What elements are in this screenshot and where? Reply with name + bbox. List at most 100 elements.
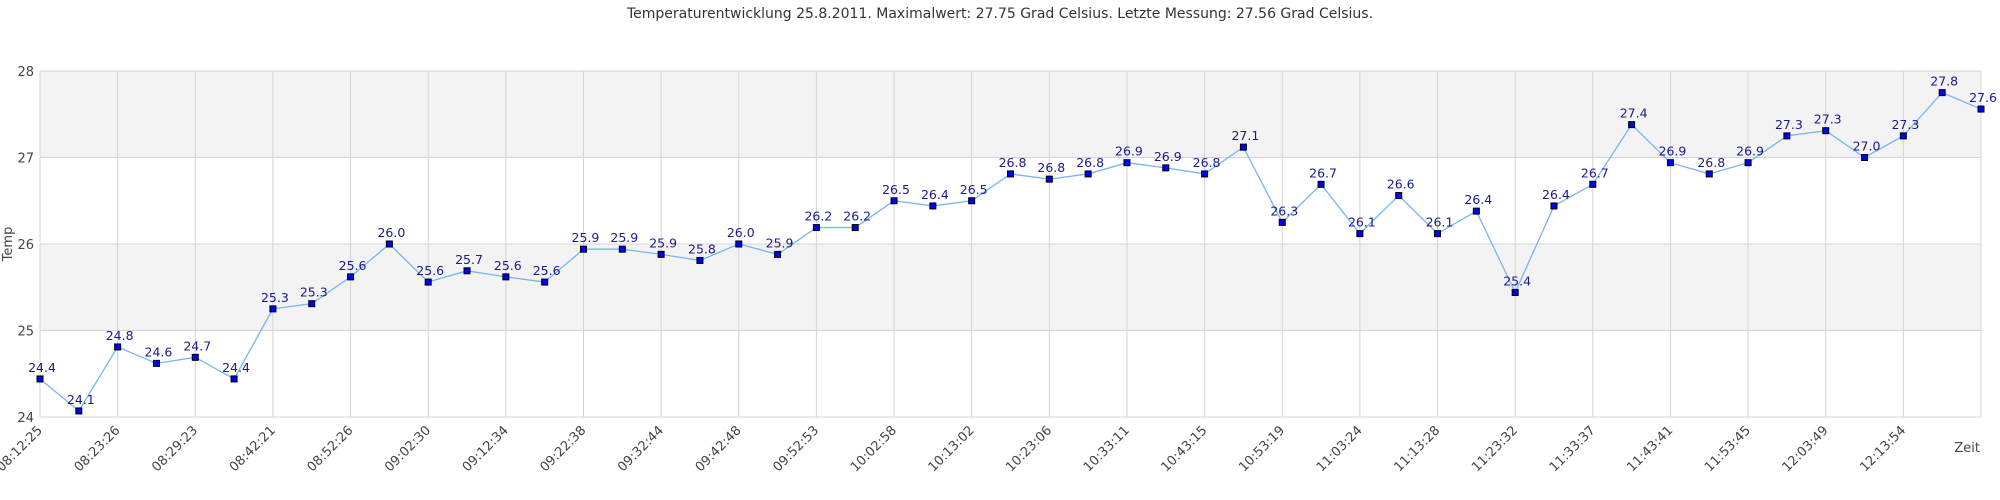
x-tick-label: 11:13:28 bbox=[1391, 423, 1443, 475]
x-tick-label: 09:12:34 bbox=[460, 423, 512, 475]
x-tick-label: 11:03:24 bbox=[1314, 423, 1366, 475]
data-point bbox=[385, 240, 393, 248]
data-point bbox=[1705, 170, 1713, 178]
data-point bbox=[541, 278, 549, 286]
data-point bbox=[890, 197, 898, 205]
data-label: 26.4 bbox=[1542, 187, 1570, 202]
data-label: 26.9 bbox=[1154, 149, 1182, 164]
data-point bbox=[1434, 230, 1442, 238]
data-label: 27.3 bbox=[1775, 117, 1803, 132]
data-point bbox=[1007, 170, 1014, 178]
data-label: 25.3 bbox=[300, 285, 328, 300]
data-label: 26.9 bbox=[1659, 144, 1687, 159]
y-tick-label: 28 bbox=[17, 65, 34, 80]
data-label: 26.7 bbox=[1581, 165, 1609, 180]
data-label: 26.0 bbox=[377, 225, 405, 240]
data-point bbox=[1317, 180, 1325, 188]
data-label: 26.4 bbox=[1464, 192, 1492, 207]
data-point bbox=[1783, 132, 1791, 140]
x-tick-label: 09:02:30 bbox=[382, 423, 434, 475]
data-point bbox=[230, 375, 238, 383]
data-point bbox=[1395, 192, 1403, 200]
data-point bbox=[463, 267, 471, 275]
data-point bbox=[657, 250, 665, 258]
data-point bbox=[308, 300, 316, 308]
x-tick-label: 09:42:48 bbox=[693, 423, 745, 475]
data-point bbox=[1822, 127, 1830, 135]
data-label: 27.3 bbox=[1814, 112, 1842, 127]
data-point bbox=[152, 359, 160, 367]
grid-band bbox=[40, 244, 1981, 331]
data-point bbox=[75, 407, 83, 415]
data-label: 26.5 bbox=[960, 182, 988, 197]
x-tick-label: 11:23:32 bbox=[1469, 423, 1521, 475]
data-point bbox=[1123, 159, 1131, 167]
data-label: 25.9 bbox=[572, 230, 600, 245]
data-point bbox=[1628, 121, 1636, 129]
x-tick-label: 09:52:53 bbox=[770, 423, 822, 475]
x-tick-label: 11:53:45 bbox=[1702, 423, 1754, 475]
data-label: 26.9 bbox=[1736, 144, 1764, 159]
x-tick-label: 08:42:21 bbox=[227, 423, 279, 475]
x-tick-label: 08:52:26 bbox=[304, 423, 356, 475]
data-label: 26.1 bbox=[1426, 215, 1454, 230]
data-point bbox=[929, 202, 937, 210]
data-label: 25.9 bbox=[610, 230, 638, 245]
y-tick-label: 24 bbox=[17, 411, 34, 426]
data-point bbox=[1201, 170, 1209, 178]
data-point bbox=[1938, 89, 1946, 97]
data-point bbox=[1744, 159, 1752, 167]
grid-band bbox=[40, 71, 1981, 158]
x-tick-label: 10:13:02 bbox=[926, 423, 978, 475]
chart-title: Temperaturentwicklung 25.8.2011. Maximal… bbox=[626, 6, 1373, 22]
data-label: 26.3 bbox=[1270, 203, 1298, 218]
data-label: 26.8 bbox=[1193, 155, 1221, 170]
data-label: 25.6 bbox=[533, 263, 561, 278]
data-point bbox=[735, 240, 743, 248]
data-point bbox=[191, 353, 199, 361]
data-label: 24.1 bbox=[67, 392, 95, 407]
data-label: 26.8 bbox=[999, 155, 1027, 170]
data-label: 26.8 bbox=[1037, 160, 1065, 175]
x-tick-label: 10:23:06 bbox=[1003, 423, 1055, 475]
data-label: 26.8 bbox=[1076, 155, 1104, 170]
data-label: 26.5 bbox=[882, 182, 910, 197]
x-tick-label: 08:23:26 bbox=[72, 423, 124, 475]
x-axis-label: Zeit bbox=[1954, 441, 1980, 456]
data-point bbox=[1162, 164, 1170, 172]
data-label: 24.4 bbox=[222, 360, 250, 375]
data-label: 24.7 bbox=[183, 338, 211, 353]
x-tick-label: 10:02:58 bbox=[848, 423, 900, 475]
data-label: 27.4 bbox=[1620, 106, 1648, 121]
x-tick-label: 12:13:54 bbox=[1857, 423, 1909, 475]
data-label: 25.3 bbox=[261, 290, 289, 305]
x-tick-label: 10:33:11 bbox=[1081, 423, 1133, 475]
data-point bbox=[1899, 132, 1907, 140]
data-label: 26.1 bbox=[1348, 215, 1376, 230]
data-label: 26.2 bbox=[804, 209, 832, 224]
data-label: 24.4 bbox=[28, 360, 56, 375]
data-label: 27.6 bbox=[1969, 90, 1997, 105]
data-point bbox=[1666, 159, 1674, 167]
data-label: 25.6 bbox=[416, 263, 444, 278]
data-label: 26.6 bbox=[1387, 177, 1415, 192]
x-tick-label: 11:33:37 bbox=[1547, 423, 1599, 475]
x-tick-label: 09:22:38 bbox=[537, 423, 589, 475]
data-label: 26.0 bbox=[727, 225, 755, 240]
data-label: 24.6 bbox=[145, 344, 173, 359]
x-tick-label: 10:43:15 bbox=[1159, 423, 1211, 475]
data-label: 26.7 bbox=[1309, 165, 1337, 180]
data-point bbox=[851, 224, 859, 232]
data-label: 25.9 bbox=[766, 235, 794, 250]
data-point bbox=[1356, 230, 1364, 238]
data-label: 27.1 bbox=[1231, 128, 1259, 143]
data-point bbox=[1084, 170, 1092, 178]
data-point bbox=[1472, 207, 1480, 215]
data-point bbox=[1511, 288, 1519, 296]
data-label: 25.4 bbox=[1503, 273, 1531, 288]
data-point bbox=[347, 273, 355, 281]
y-tick-label: 25 bbox=[17, 325, 34, 340]
data-point bbox=[36, 375, 44, 383]
data-point bbox=[1977, 105, 1985, 113]
